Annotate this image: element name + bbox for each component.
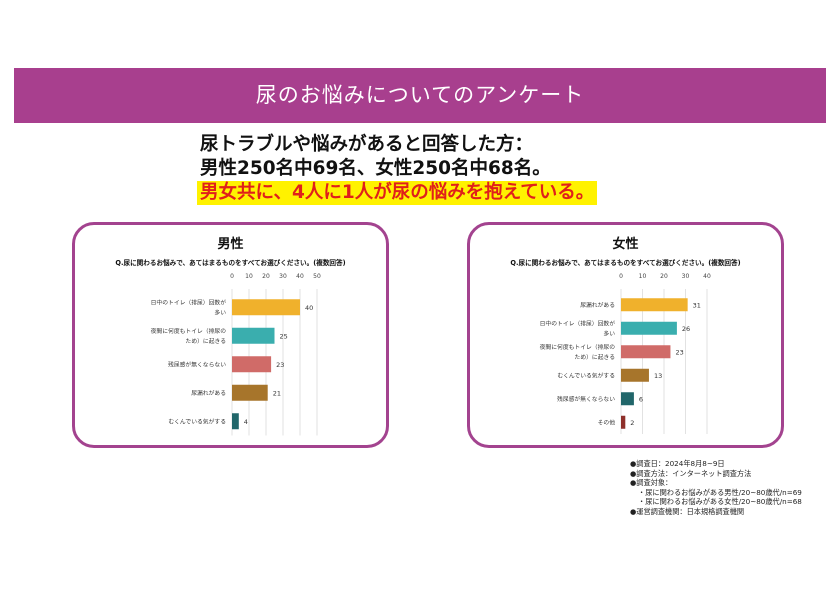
category-label: むくんでいる気がする <box>168 417 226 425</box>
bar <box>232 356 272 373</box>
data-label: 26 <box>682 325 690 333</box>
survey-notes: ●調査日：2024年8月8~9日 ●調査方法：インターネット調査方法 ●調査対象… <box>630 459 802 517</box>
data-label: 40 <box>305 304 313 312</box>
chart-female: 女性 Q.尿に関わるお悩みで、あてはまるものをすべてお選びください。(複数回答)… <box>467 222 784 448</box>
category-label: 多い <box>214 308 226 316</box>
chart-title: 男性 <box>217 237 244 252</box>
data-label: 25 <box>280 332 288 340</box>
tick-label: 40 <box>703 273 711 280</box>
bar <box>621 298 688 312</box>
category-label: むくんでいる気がする <box>557 371 615 379</box>
data-label: 31 <box>693 301 701 309</box>
tick-label: 40 <box>296 273 304 280</box>
bar <box>621 368 649 382</box>
note-target: ●調査対象： <box>630 478 673 488</box>
chart-title: 女性 <box>612 237 639 252</box>
tick-label: 20 <box>262 273 270 280</box>
data-label: 4 <box>244 418 248 426</box>
tick-label: 10 <box>639 273 647 280</box>
tick-label: 30 <box>682 273 690 280</box>
bar <box>621 415 626 429</box>
tick-label: 0 <box>619 273 623 280</box>
data-label: 21 <box>273 389 281 397</box>
tick-label: 0 <box>230 273 234 280</box>
note-target-female: ・尿に関わるお悩みがある女性/20~80歳代/n=68 <box>638 497 802 507</box>
note-target-male: ・尿に関わるお悩みがある男性/20~80歳代/n=69 <box>638 487 802 497</box>
bar <box>621 345 671 359</box>
bar <box>232 384 268 401</box>
data-label: 23 <box>675 348 683 356</box>
chart-male: 男性 Q.尿に関わるお悩みで、あてはまるものをすべてお選びください。(複数回答)… <box>72 222 389 448</box>
bar <box>232 413 239 430</box>
headline-highlight: 男女共に、4人に1人が尿の悩みを抱えている。 <box>197 181 598 205</box>
category-label: 夜間に何度もトイレ（排尿の <box>151 327 227 335</box>
data-label: 13 <box>654 372 662 380</box>
category-label: 夜間に何度もトイレ（排尿の <box>540 343 616 351</box>
bar <box>232 299 300 316</box>
chart-question: Q.尿に関わるお悩みで、あてはまるものをすべてお選びください。(複数回答) <box>510 259 741 267</box>
category-label: 尿漏れがある <box>580 301 615 309</box>
category-label: 多い <box>603 329 615 337</box>
data-label: 2 <box>630 419 634 427</box>
banner-title: 尿のお悩みについてのアンケート <box>14 68 826 123</box>
category-label: 日中のトイレ（排尿）回数が <box>540 319 616 327</box>
category-label: その他 <box>598 418 616 426</box>
note-org: ●運営調査機関：日本規格調査機関 <box>630 506 745 516</box>
data-label: 6 <box>639 395 643 403</box>
chart-plot: 0 10 20 30 4031尿漏れがある26日中のトイレ（排尿）回数が多い23夜間に何… <box>540 273 711 434</box>
bar <box>621 321 677 335</box>
note-method: ●調査方法：インターネット調査方法 <box>630 468 752 478</box>
tick-label: 10 <box>245 273 253 280</box>
category-label: 日中のトイレ（排尿）回数が <box>151 298 227 306</box>
category-label: 尿漏れがある <box>191 389 226 397</box>
headline-line2: 男性250名中69名、女性250名中68名。 <box>200 158 551 179</box>
bar <box>621 392 634 406</box>
note-date: ●調査日：2024年8月8~9日 <box>630 459 725 468</box>
category-label: 残尿感が無くならない <box>557 395 615 403</box>
chart-question: Q.尿に関わるお悩みで、あてはまるものをすべてお選びください。(複数回答) <box>115 259 346 267</box>
tick-label: 30 <box>279 273 287 280</box>
category-label: ため）に起きる <box>575 353 615 361</box>
tick-label: 50 <box>313 273 321 280</box>
data-label: 23 <box>276 361 284 369</box>
headline-line1: 尿トラブルや悩みがあると回答した方： <box>200 134 534 155</box>
category-label: ため）に起きる <box>186 337 226 345</box>
bar <box>232 327 275 344</box>
tick-label: 20 <box>660 273 668 280</box>
headline: 尿トラブルや悩みがあると回答した方： 男性250名中69名、女性250名中68名… <box>197 133 598 205</box>
category-label: 残尿感が無くならない <box>168 360 226 368</box>
